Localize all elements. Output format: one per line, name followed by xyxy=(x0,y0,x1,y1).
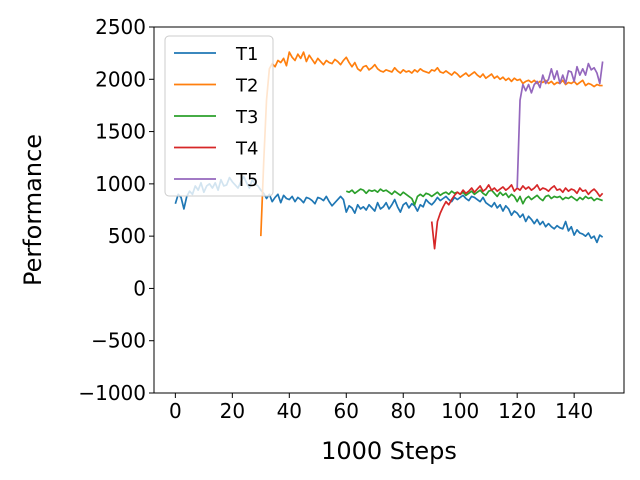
y-tick-label: 2500 xyxy=(95,15,146,39)
series-line-t5 xyxy=(516,61,604,189)
y-axis: −1000 −500 0 500 1000 1500 2000 2500 xyxy=(78,15,154,405)
x-tick-label: 140 xyxy=(555,399,593,423)
legend-box xyxy=(164,35,274,197)
x-tick-label: 60 xyxy=(334,399,359,423)
x-tick-label: 0 xyxy=(169,399,182,423)
y-tick-label: 500 xyxy=(108,224,146,248)
x-tick-label: 80 xyxy=(391,399,416,423)
x-tick-label: 40 xyxy=(277,399,302,423)
series-layer xyxy=(174,51,604,250)
x-axis-label: 1000 Steps xyxy=(321,437,457,465)
legend-label-t5: T5 xyxy=(235,170,258,191)
series-line-t3 xyxy=(345,188,603,206)
series-line-t2 xyxy=(259,51,603,237)
x-tick-label: 100 xyxy=(441,399,479,423)
legend-label-t2: T2 xyxy=(235,76,258,97)
y-tick-label: −500 xyxy=(91,329,146,353)
y-axis-label: Performance xyxy=(19,134,47,286)
legend-label-t3: T3 xyxy=(235,107,258,128)
y-tick-label: 1000 xyxy=(95,172,146,196)
y-tick-label: 1500 xyxy=(95,120,146,144)
y-tick-label: −1000 xyxy=(78,381,146,405)
series-line-t4 xyxy=(430,184,604,250)
y-tick-label: 0 xyxy=(133,276,146,300)
plot-frame xyxy=(153,26,625,394)
legend-label-t1: T1 xyxy=(235,44,258,65)
legend: T1 T2 T3 T4 T5 xyxy=(164,35,274,197)
x-tick-label: 120 xyxy=(498,399,536,423)
legend-label-t4: T4 xyxy=(235,139,258,160)
y-tick-label: 2000 xyxy=(95,67,146,91)
x-tick-label: 20 xyxy=(220,399,245,423)
x-axis: 0 20 40 60 80 100 120 140 xyxy=(169,393,593,423)
